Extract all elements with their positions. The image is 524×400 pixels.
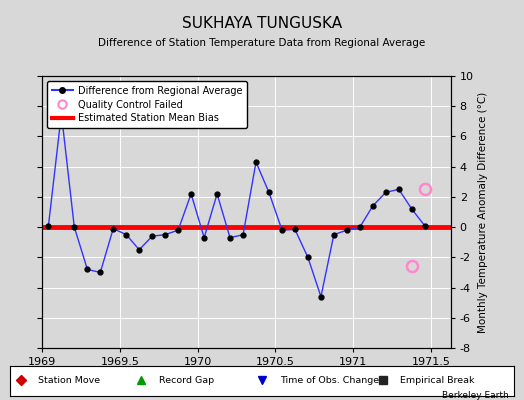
Text: Station Move: Station Move (38, 376, 100, 385)
Text: Empirical Break: Empirical Break (400, 376, 475, 385)
Text: Record Gap: Record Gap (159, 376, 214, 385)
Y-axis label: Monthly Temperature Anomaly Difference (°C): Monthly Temperature Anomaly Difference (… (478, 91, 488, 333)
Text: Difference of Station Temperature Data from Regional Average: Difference of Station Temperature Data f… (99, 38, 425, 48)
Text: Time of Obs. Change: Time of Obs. Change (280, 376, 379, 385)
Text: SUKHAYA TUNGUSKA: SUKHAYA TUNGUSKA (182, 16, 342, 31)
Legend: Difference from Regional Average, Quality Control Failed, Estimated Station Mean: Difference from Regional Average, Qualit… (47, 81, 247, 128)
Text: Berkeley Earth: Berkeley Earth (442, 391, 508, 400)
